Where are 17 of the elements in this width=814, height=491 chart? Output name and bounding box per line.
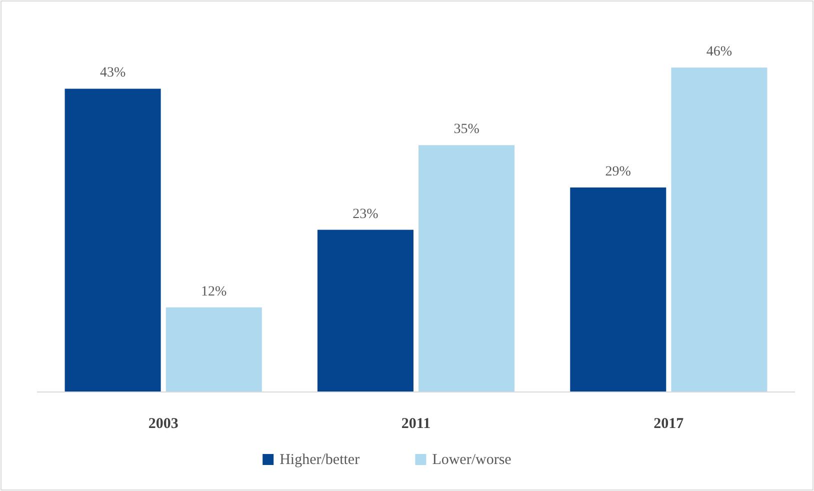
legend-label: Higher/better xyxy=(280,452,360,468)
x-tick-label: 2003 xyxy=(148,416,178,432)
bar xyxy=(64,88,161,392)
bar xyxy=(570,187,666,392)
data-label: 35% xyxy=(454,122,480,138)
bar xyxy=(671,68,768,392)
data-label: 12% xyxy=(201,284,228,300)
bar xyxy=(166,307,262,392)
data-label: 46% xyxy=(706,44,732,60)
bar xyxy=(418,145,515,392)
legend-label: Lower/worse xyxy=(432,452,512,468)
data-label: 23% xyxy=(352,206,379,222)
x-tick-label: 2011 xyxy=(401,416,431,432)
x-tick-label: 2017 xyxy=(654,416,684,432)
data-label: 43% xyxy=(100,66,126,81)
data-label: 29% xyxy=(605,164,632,180)
bar xyxy=(317,230,414,392)
